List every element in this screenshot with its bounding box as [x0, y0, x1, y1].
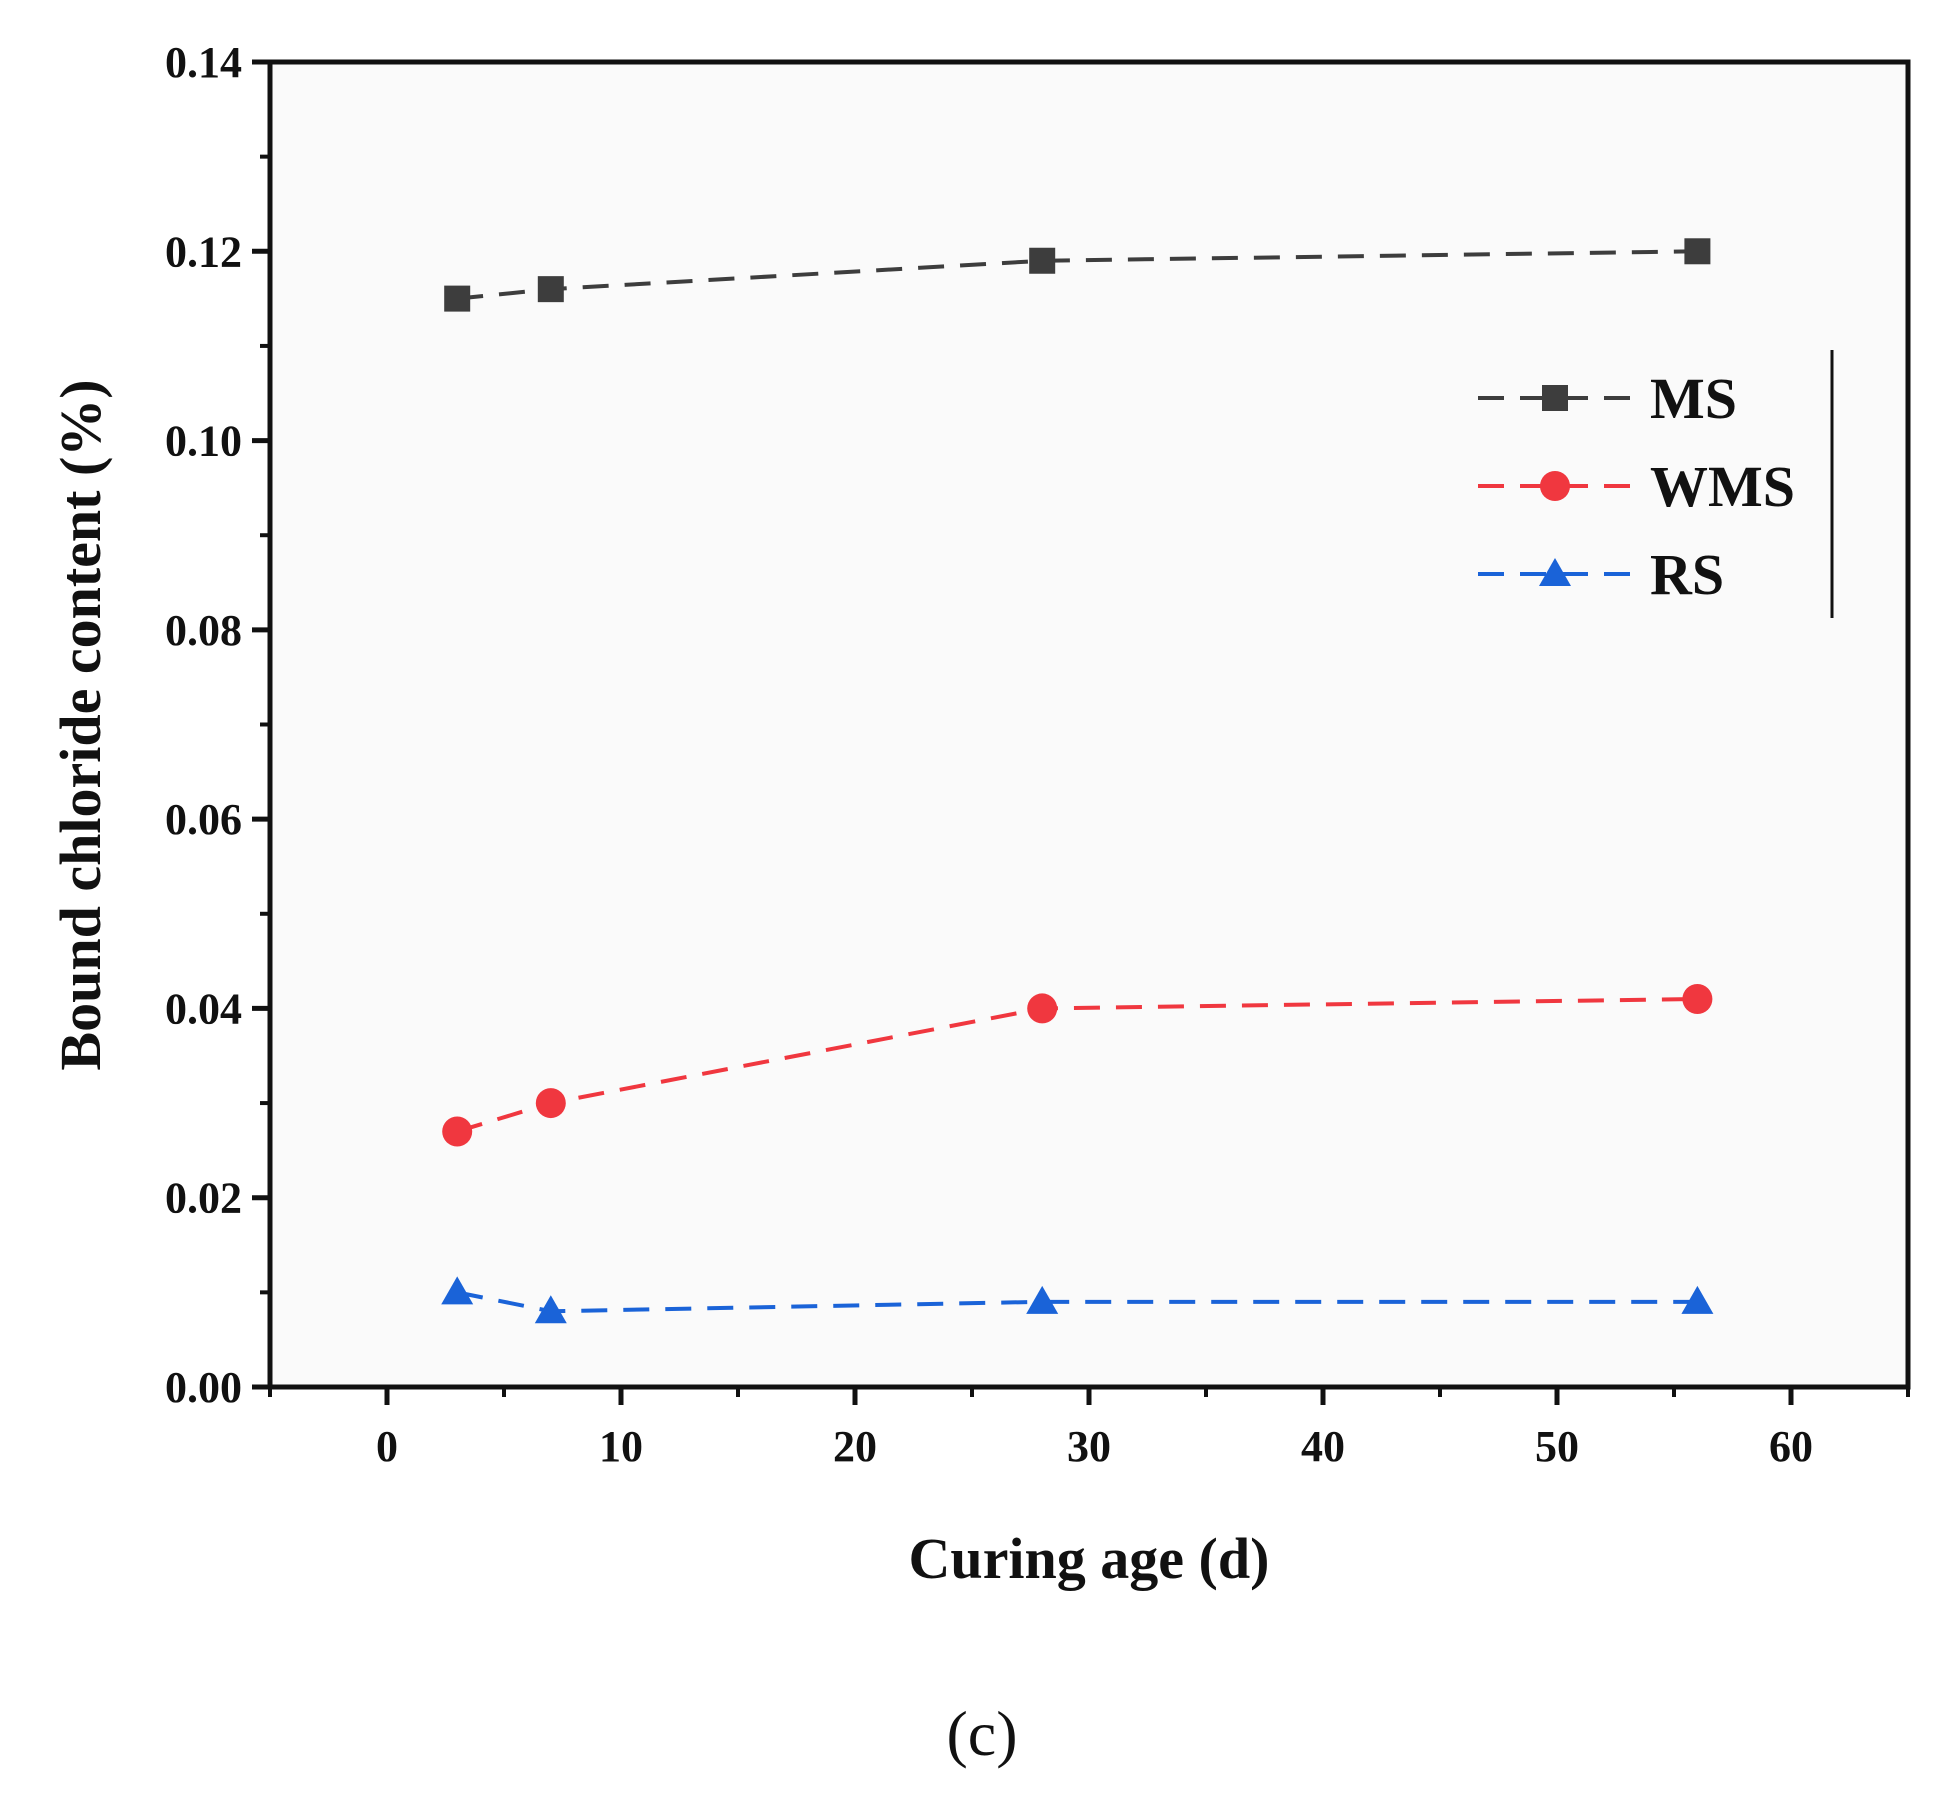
y-tick-label: 0.02 [165, 1174, 242, 1223]
x-tick-label: 20 [833, 1422, 877, 1471]
series-line-rs [456, 1290, 1698, 1314]
y-axis-ticks: 0.00 0.02 0.04 0.06 0.08 0.10 0.12 0.14 [165, 38, 270, 1412]
x-tick-label: 60 [1769, 1422, 1813, 1471]
data-point-wms [1027, 993, 1058, 1024]
y-tick-label: 0.04 [165, 984, 242, 1033]
legend-marker-wms [1540, 471, 1570, 501]
legend: MS WMS RS [1478, 350, 1834, 618]
data-point-ms [1684, 238, 1711, 265]
x-axis-title: Curing age (d) [909, 1526, 1270, 1591]
x-tick-label: 40 [1301, 1422, 1345, 1471]
y-tick-label: 0.06 [165, 795, 242, 844]
legend-label-wms: WMS [1650, 454, 1795, 519]
data-point-rs [1681, 1285, 1714, 1314]
data-point-ms [1029, 247, 1056, 274]
data-point-ms [444, 285, 471, 312]
series-line-wms [456, 996, 1698, 1134]
legend-label-rs: RS [1650, 542, 1724, 607]
x-tick-label: 10 [599, 1422, 643, 1471]
x-tick-label: 30 [1067, 1422, 1111, 1471]
data-point-rs [534, 1295, 567, 1324]
figure-caption: (c) [946, 1698, 1017, 1769]
y-axis-title: Bound chloride content (%) [48, 379, 113, 1070]
x-axis-ticks: 0 10 20 30 40 50 60 [268, 1387, 1910, 1471]
series-layer [441, 238, 1714, 1324]
data-point-wms [442, 1116, 473, 1147]
y-tick-label: 0.14 [165, 38, 242, 87]
y-tick-label: 0.10 [165, 417, 242, 466]
data-point-wms [535, 1088, 566, 1119]
data-point-ms [537, 276, 564, 303]
legend-marker-rs [1539, 558, 1571, 586]
legend-label-ms: MS [1650, 366, 1737, 431]
x-tick-label: 50 [1535, 1422, 1579, 1471]
data-point-rs [441, 1276, 474, 1305]
data-point-rs [1026, 1285, 1059, 1314]
data-point-wms [1682, 983, 1713, 1014]
legend-marker-ms [1542, 385, 1568, 411]
series-line-ms [456, 249, 1698, 301]
y-tick-label: 0.12 [165, 227, 242, 276]
y-tick-label: 0.00 [165, 1363, 242, 1412]
y-tick-label: 0.08 [165, 606, 242, 655]
x-tick-label: 0 [376, 1422, 398, 1471]
